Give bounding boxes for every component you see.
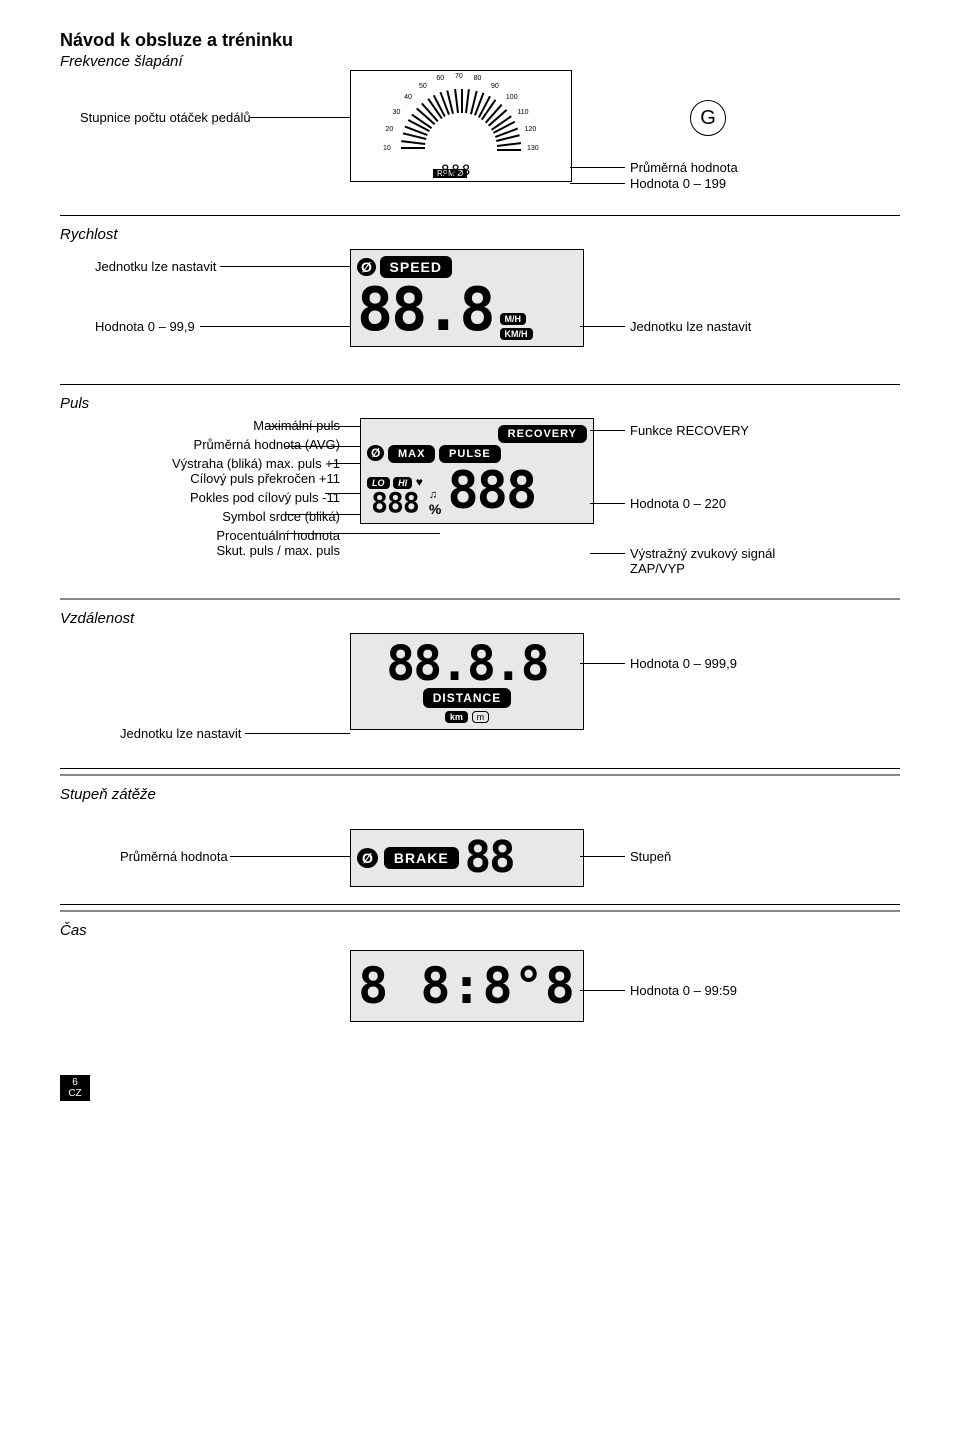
pulse-l5: Pokles pod cílový puls -11 xyxy=(60,490,340,505)
brake-left-1: Průměrná hodnota xyxy=(120,849,228,864)
pulse-l2: Průměrná hodnota (AVG) xyxy=(60,437,340,452)
time-right-1: Hodnota 0 – 99:59 xyxy=(630,983,737,998)
distance-km: km xyxy=(445,711,468,723)
pulse-max: MAX xyxy=(388,445,435,463)
pulse-l3: Výstraha (bliká) max. puls +1 xyxy=(60,456,340,471)
pulse-r3: Výstražný zvukový signál xyxy=(630,546,775,561)
brake-title: BRAKE xyxy=(384,847,459,869)
pulse-l7: Procentuální hodnota xyxy=(60,528,340,543)
rpm-digits: 888 xyxy=(441,163,472,179)
brake-right-1: Stupeň xyxy=(630,849,671,864)
pulse-r1: Funkce RECOVERY xyxy=(630,423,749,438)
distance-left-1: Jednotku lze nastavit xyxy=(120,726,241,741)
pulse-l8: Skut. puls / max. puls xyxy=(60,543,340,558)
pulse-recovery: RECOVERY xyxy=(498,425,587,443)
badge-g: G xyxy=(690,100,726,136)
time-heading: Čas xyxy=(60,922,900,939)
rpm-right-1: Průměrná hodnota xyxy=(630,160,738,175)
pulse-avg-icon: Ø xyxy=(367,445,384,461)
pulse-l4: Cílový puls překročen +11 xyxy=(60,471,340,486)
speed-lcd: Ø SPEED 88.8 M/H KM/H xyxy=(350,249,584,347)
pulse-heading: Puls xyxy=(60,395,900,412)
distance-heading: Vzdálenost xyxy=(60,610,900,627)
page-footer: 6 CZ xyxy=(60,1075,90,1101)
pulse-r4: ZAP/VYP xyxy=(630,561,685,576)
brake-lcd: Ø BRAKE 88 xyxy=(350,829,584,887)
rpm-left-label: Stupnice počtu otáček pedálů xyxy=(80,110,251,125)
time-lcd: 8 8:8°8 xyxy=(350,950,584,1022)
page-title: Návod k obsluze a tréninku xyxy=(60,30,900,51)
distance-title: DISTANCE xyxy=(423,688,511,708)
speed-avg-icon: Ø xyxy=(357,258,376,276)
time-digits: 8 8:8°8 xyxy=(357,961,577,1011)
rpm-right-2: Hodnota 0 – 199 xyxy=(630,176,726,191)
speed-heading: Rychlost xyxy=(60,226,900,243)
distance-digits: 88.8.8 xyxy=(357,640,577,688)
distance-right-1: Hodnota 0 – 999,9 xyxy=(630,656,737,671)
pulse-l6: Symbol srdce (bliká) xyxy=(60,509,340,524)
distance-m: m xyxy=(472,711,490,723)
speed-right-1: Jednotku lze nastavit xyxy=(630,319,751,334)
speed-left-2: Hodnota 0 – 99,9 xyxy=(95,319,195,334)
brake-heading: Stupeň zátěže xyxy=(60,786,900,803)
rpm-gauge: 102030405060708090100110120130 RPM Ø 888 xyxy=(350,70,572,182)
pulse-r2: Hodnota 0 – 220 xyxy=(630,496,726,511)
speed-digits: 88.8 xyxy=(357,280,494,340)
pulse-big-digits: 888 xyxy=(447,465,535,517)
distance-lcd: 88.8.8 DISTANCE km m xyxy=(350,633,584,730)
speed-left-1: Jednotku lze nastavit xyxy=(95,259,216,274)
brake-digits: 88 xyxy=(465,836,514,880)
percent-icon: % xyxy=(429,501,441,517)
speed-unit-kmh: KM/H xyxy=(500,328,533,340)
pulse-small-digits: 888 xyxy=(367,489,423,517)
bell-icon: ♫ xyxy=(429,489,437,501)
rpm-heading: Frekvence šlapání xyxy=(60,53,900,70)
pulse-lcd: RECOVERY Ø MAX PULSE LO HI ♥ 888 ♫ % xyxy=(360,418,594,524)
speed-unit-mh: M/H xyxy=(500,313,527,325)
brake-avg-icon: Ø xyxy=(357,848,378,868)
